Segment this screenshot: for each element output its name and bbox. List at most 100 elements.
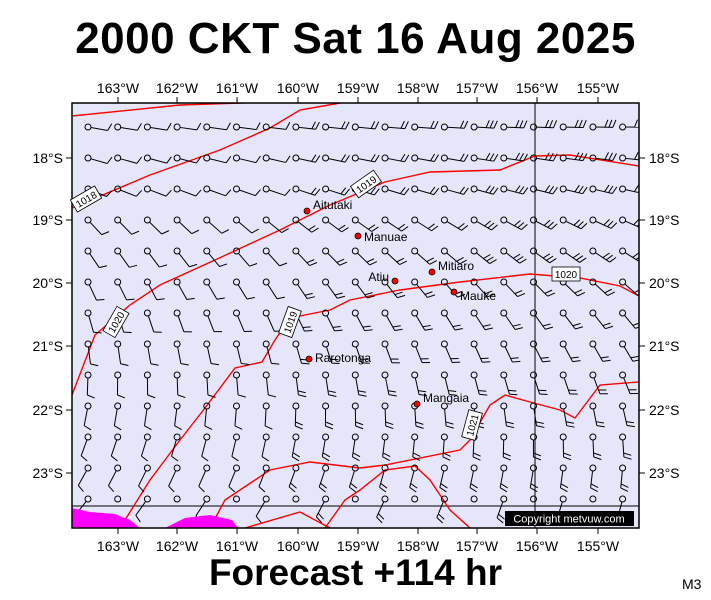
wind-barb bbox=[113, 402, 122, 431]
wind-barb bbox=[530, 309, 554, 330]
wind-barb bbox=[77, 464, 92, 492]
wind-barb bbox=[140, 433, 151, 462]
wind-barb bbox=[470, 371, 488, 396]
wind-barb bbox=[559, 119, 587, 131]
wind-barb bbox=[233, 309, 253, 332]
wind-barb bbox=[291, 433, 300, 462]
wind-barb bbox=[559, 340, 581, 363]
wind-barb bbox=[589, 247, 617, 263]
wind-barb bbox=[500, 152, 528, 162]
wind-barb bbox=[322, 247, 348, 266]
wind-barb bbox=[589, 433, 602, 460]
isobar-value: 1020 bbox=[555, 270, 578, 281]
isobar-line bbox=[244, 511, 331, 528]
lat-label-left: 21°S bbox=[32, 338, 63, 354]
wind-barb bbox=[114, 216, 140, 235]
wind-barb bbox=[529, 464, 539, 493]
wind-barb bbox=[619, 433, 632, 460]
wind-barb bbox=[143, 371, 156, 399]
wind-barb bbox=[496, 495, 508, 524]
land-area bbox=[165, 515, 238, 528]
wind-barb bbox=[143, 402, 152, 431]
wind-barb bbox=[411, 495, 419, 503]
wind-barb bbox=[233, 185, 261, 197]
wind-barb bbox=[589, 309, 614, 330]
wind-barb bbox=[411, 120, 439, 131]
wind-barb bbox=[322, 185, 351, 196]
wind-barb bbox=[351, 121, 380, 131]
wind-barb bbox=[589, 402, 605, 428]
place-name: Aitutaki bbox=[313, 198, 352, 212]
lon-label-top: 161°W bbox=[216, 80, 259, 96]
wind-barb bbox=[619, 402, 635, 428]
town-dot-icon bbox=[303, 207, 311, 215]
lat-label-right: 18°S bbox=[649, 150, 680, 166]
lat-label-left: 22°S bbox=[32, 402, 63, 418]
wind-barb bbox=[589, 216, 618, 229]
wind-barb bbox=[559, 402, 575, 428]
wind-barb bbox=[649, 496, 655, 502]
wind-barb bbox=[173, 247, 198, 268]
place-marker: Manuae bbox=[354, 230, 408, 244]
wind-barb bbox=[411, 185, 440, 196]
lat-label-left: 23°S bbox=[32, 465, 63, 481]
wind-barb bbox=[292, 185, 321, 196]
wind-barb bbox=[411, 216, 439, 232]
wind-barb bbox=[173, 185, 202, 197]
wind-barb bbox=[262, 216, 289, 234]
wind-barb bbox=[559, 216, 588, 230]
wind-barb bbox=[233, 154, 261, 164]
wind-barb bbox=[322, 216, 349, 233]
wind-barb bbox=[173, 154, 202, 164]
wind-barb bbox=[559, 433, 572, 461]
wind-barb bbox=[381, 309, 403, 331]
lon-label-top: 162°W bbox=[156, 80, 199, 96]
wind-barb bbox=[292, 121, 320, 131]
wind-barb bbox=[84, 216, 110, 236]
lon-label-top: 158°W bbox=[397, 80, 440, 96]
wind-barb bbox=[500, 340, 521, 363]
lon-label-top: 156°W bbox=[516, 80, 559, 96]
wind-barb bbox=[203, 278, 225, 300]
wind-barb bbox=[203, 309, 223, 333]
wind-barb bbox=[381, 402, 394, 430]
wind-barb bbox=[318, 464, 330, 493]
wind-barb bbox=[440, 247, 467, 265]
wind-barb bbox=[114, 247, 138, 268]
wind-barb bbox=[233, 402, 243, 430]
wind-barb bbox=[530, 119, 558, 131]
place-marker: Mangaia bbox=[413, 391, 469, 408]
copyright-text: Copyright metvuw.com bbox=[513, 514, 624, 526]
wind-barb bbox=[143, 247, 168, 268]
wind-barb bbox=[231, 433, 240, 462]
wind-barb bbox=[470, 120, 498, 131]
wind-barb bbox=[470, 495, 478, 503]
wind-barb bbox=[500, 309, 523, 330]
wind-barb bbox=[381, 185, 410, 196]
place-name: Atiu bbox=[368, 270, 389, 284]
wind-barb bbox=[233, 340, 250, 365]
wind-barb bbox=[411, 433, 421, 461]
wind-barb bbox=[559, 371, 578, 395]
wind-barb bbox=[530, 152, 558, 162]
wind-barb bbox=[292, 278, 316, 300]
map-frame bbox=[71, 102, 640, 529]
model-label: M3 bbox=[682, 576, 702, 592]
wind-barb bbox=[649, 310, 673, 328]
wind-barb bbox=[258, 464, 270, 493]
wind-barb bbox=[143, 278, 165, 301]
wind-barb bbox=[173, 402, 182, 431]
wind-barb bbox=[203, 216, 230, 234]
wind-barb bbox=[143, 216, 170, 235]
place-name: Manuae bbox=[364, 230, 408, 244]
wind-barb bbox=[589, 495, 597, 503]
wind-barb bbox=[559, 309, 584, 330]
forecast-label: Forecast +114 hr bbox=[208, 552, 503, 593]
town-dot-icon bbox=[413, 400, 421, 408]
isobar-line bbox=[209, 381, 639, 528]
wind-barb bbox=[500, 371, 518, 396]
wind-barb bbox=[619, 152, 639, 162]
wind-barb bbox=[530, 340, 551, 363]
wind-barb bbox=[351, 309, 373, 332]
wind-barb bbox=[589, 119, 617, 131]
